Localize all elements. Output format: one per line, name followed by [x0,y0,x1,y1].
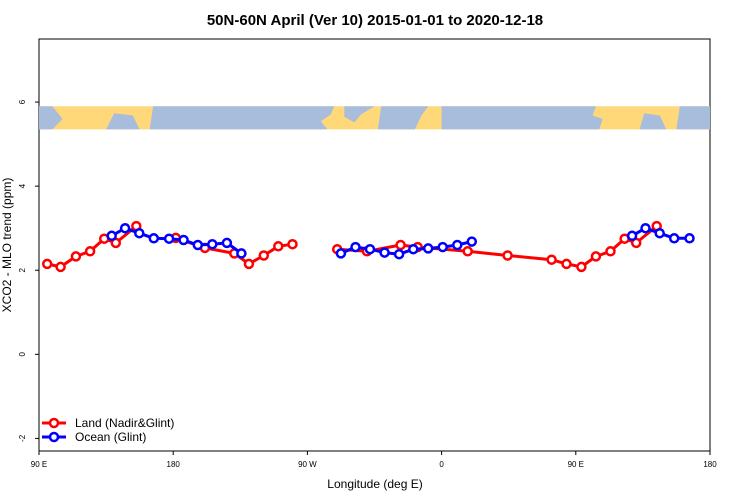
legend-entry-land: Land (Nadir&Glint) [42,416,174,430]
map-ocean-region [441,106,603,130]
data-point [134,227,145,239]
map-ocean-region [149,106,335,130]
data-point [466,236,478,247]
data-point [287,238,298,250]
data-point [163,233,175,244]
series-line [110,226,243,255]
y-tick-label: 2 [18,267,27,272]
data-point [452,239,463,251]
data-point [84,246,96,257]
data-point [236,248,247,259]
data-point [258,250,270,261]
data-point [273,241,284,252]
world-map-band [39,106,710,130]
data-point [192,239,204,251]
data-point [546,254,557,265]
map-ocean-region [676,106,710,130]
x-tick-label: 180 [167,460,181,469]
map-ocean-region [639,113,667,130]
data-point [178,234,189,246]
data-point [393,248,405,260]
map-ocean-region [39,106,63,130]
data-point [41,258,53,270]
x-axis-label: Longitude (deg E) [327,477,422,491]
x-tick-label: 90 E [31,460,47,469]
y-tick-label: 4 [18,183,27,188]
data-point [221,237,233,249]
data-point [364,243,376,255]
x-tick-label: 0 [439,460,444,469]
data-point [462,246,473,257]
plot-frame [38,38,711,452]
data-point [207,238,218,250]
axis-ticks: 90 E 180 90 W 0 90 E 180 -2 0 2 4 6 [18,99,717,469]
data-point [350,241,361,253]
x-tick-label: 90 W [298,460,317,469]
legend: Land (Nadir&Glint) Ocean (Glint) [42,416,174,444]
data-point [70,251,82,262]
x-tick-label: 90 E [568,460,584,469]
data-point [684,233,695,244]
legend-label-land: Land (Nadir&Glint) [75,416,174,430]
legend-marker-ocean [48,431,60,443]
data-point [55,261,66,273]
data-point [640,222,651,234]
data-point [654,227,665,239]
map-ocean-region [106,113,140,130]
map-ocean-region [344,106,375,123]
map-land-background [39,106,710,130]
y-tick-label: 6 [18,99,27,104]
y-tick-label: 0 [18,352,27,357]
data-point [379,247,390,258]
data-point [590,251,602,262]
series-ocean [106,222,695,260]
data-point [243,258,255,270]
legend-label-ocean: Ocean (Glint) [75,430,146,444]
map-ocean-region [377,106,429,130]
data-point [502,250,513,261]
x-tick-label: 180 [703,460,717,469]
data-point [561,258,572,270]
data-point [335,248,347,259]
series-layer [41,220,695,273]
y-tick-label: -2 [18,434,27,442]
data-point [422,243,434,254]
data-point [437,241,448,253]
data-point [605,246,616,257]
data-point [119,222,131,234]
data-point [626,230,638,242]
legend-marker-land [48,417,60,429]
data-point [395,239,406,251]
data-point [668,233,680,244]
series-line [340,240,473,256]
data-point [576,261,587,273]
data-point [408,243,419,255]
legend-entry-ocean: Ocean (Glint) [42,430,146,444]
chart-title: 50N-60N April (Ver 10) 2015-01-01 to 202… [207,12,543,29]
y-axis-label: XCO2 - MLO trend (ppm) [0,178,14,313]
data-point [148,233,160,244]
data-point [106,230,117,242]
